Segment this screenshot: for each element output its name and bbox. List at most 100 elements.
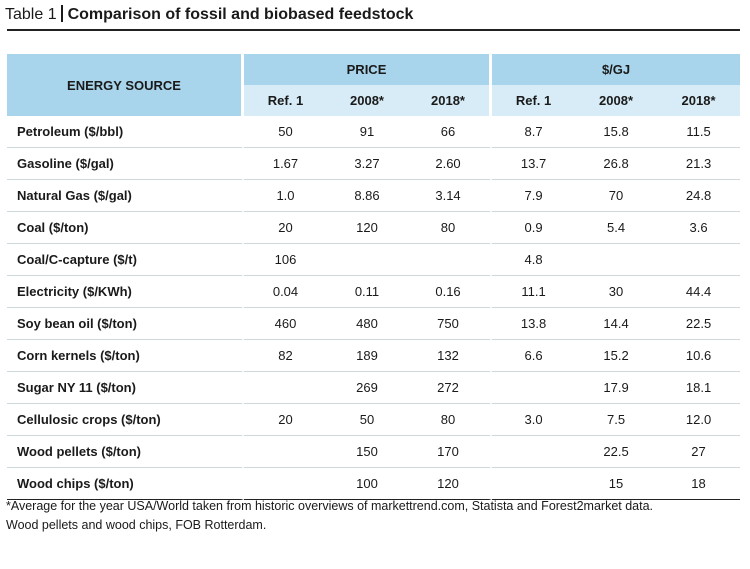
footnote-line-1: *Average for the year USA/World taken fr… xyxy=(6,499,654,513)
table-row: Wood chips ($/ton) 100 120 15 18 xyxy=(7,468,741,500)
table-cell: 8.86 xyxy=(327,180,407,212)
table-cell: 15 xyxy=(575,468,658,500)
table-cell: 66 xyxy=(407,116,493,148)
table-cell: 1.67 xyxy=(244,148,327,180)
table-cell: 22.5 xyxy=(657,308,741,340)
table-cell: 17.9 xyxy=(575,372,658,404)
table-cell xyxy=(492,436,576,468)
table-cell: 1.0 xyxy=(244,180,327,212)
table-row: Soy bean oil ($/ton) 460 480 750 13.8 14.4 22.… xyxy=(7,308,741,340)
table-cell: 0.16 xyxy=(407,276,493,308)
table-cell: 189 xyxy=(327,340,407,372)
table-cell: 80 xyxy=(407,212,493,244)
row-label: Wood chips ($/ton) xyxy=(7,468,244,500)
table-row: Sugar NY 11 ($/ton) 269 272 17.9 18.1 xyxy=(7,372,741,404)
header-energy-source: ENERGY SOURCE xyxy=(7,54,244,116)
table-cell xyxy=(492,468,576,500)
table-cell: 12.0 xyxy=(657,404,741,436)
table-cell: 44.4 xyxy=(657,276,741,308)
table-title-text: Comparison of fossil and biobased feedst… xyxy=(67,6,414,23)
table-cell: 18.1 xyxy=(657,372,741,404)
row-label: Petroleum ($/bbl) xyxy=(7,116,244,148)
table-cell: 82 xyxy=(244,340,327,372)
table-row: Coal ($/ton) 20 120 80 0.9 5.4 3.6 xyxy=(7,212,741,244)
row-label: Corn kernels ($/ton) xyxy=(7,340,244,372)
table-row: Electricity ($/KWh) 0.04 0.11 0.16 11.1 30 44.… xyxy=(7,276,741,308)
table-label: Table 1 xyxy=(5,6,57,23)
table-cell: 106 xyxy=(244,244,327,276)
subheader-gj-ref1: Ref. 1 xyxy=(492,85,576,116)
row-label: Cellulosic crops ($/ton) xyxy=(7,404,244,436)
table-cell: 22.5 xyxy=(575,436,658,468)
table-cell: 24.8 xyxy=(657,180,741,212)
row-label: Soy bean oil ($/ton) xyxy=(7,308,244,340)
table-cell: 18 xyxy=(657,468,741,500)
table-cell xyxy=(407,244,493,276)
table-cell xyxy=(575,244,658,276)
table-cell: 20 xyxy=(244,404,327,436)
subheader-price-2008: 2008* xyxy=(327,85,407,116)
table-cell xyxy=(244,468,327,500)
table-cell: 27 xyxy=(657,436,741,468)
table-row: Natural Gas ($/gal) 1.0 8.86 3.14 7.9 70 24.8 xyxy=(7,180,741,212)
table-cell: 7.5 xyxy=(575,404,658,436)
title-rule xyxy=(7,29,740,31)
table-cell: 150 xyxy=(327,436,407,468)
subheader-gj-2018: 2018* xyxy=(657,85,741,116)
title-divider xyxy=(60,5,63,22)
table-cell: 70 xyxy=(575,180,658,212)
row-label: Gasoline ($/gal) xyxy=(7,148,244,180)
table-cell: 13.7 xyxy=(492,148,576,180)
row-label: Wood pellets ($/ton) xyxy=(7,436,244,468)
table-cell: 15.8 xyxy=(575,116,658,148)
table-cell xyxy=(492,372,576,404)
table-row: Coal/C-capture ($/t) 106 4.8 xyxy=(7,244,741,276)
subheader-price-2018: 2018* xyxy=(407,85,493,116)
table-cell: 14.4 xyxy=(575,308,658,340)
table-cell: 0.11 xyxy=(327,276,407,308)
subheader-gj-2008: 2008* xyxy=(575,85,658,116)
table-cell: 8.7 xyxy=(492,116,576,148)
table-cell: 750 xyxy=(407,308,493,340)
table-cell: 20 xyxy=(244,212,327,244)
table-cell: 50 xyxy=(327,404,407,436)
header-per-gj: $/GJ xyxy=(492,54,741,85)
table-cell xyxy=(327,244,407,276)
table-cell: 6.6 xyxy=(492,340,576,372)
table-cell: 15.2 xyxy=(575,340,658,372)
table-cell: 3.14 xyxy=(407,180,493,212)
table-cell: 10.6 xyxy=(657,340,741,372)
table-row: Gasoline ($/gal) 1.67 3.27 2.60 13.7 26.8 21.3 xyxy=(7,148,741,180)
table-cell: 7.9 xyxy=(492,180,576,212)
table-row: Corn kernels ($/ton) 82 189 132 6.6 15.2 10.6 xyxy=(7,340,741,372)
table-cell: 50 xyxy=(244,116,327,148)
table-cell: 13.8 xyxy=(492,308,576,340)
table-body: Petroleum ($/bbl) 50 91 66 8.7 15.8 11.5 Gasoli… xyxy=(7,116,741,500)
row-label: Electricity ($/KWh) xyxy=(7,276,244,308)
table-cell: 132 xyxy=(407,340,493,372)
table-cell: 3.0 xyxy=(492,404,576,436)
table-cell: 272 xyxy=(407,372,493,404)
table-cell: 100 xyxy=(327,468,407,500)
table-row: Cellulosic crops ($/ton) 20 50 80 3.0 7.5 12.0 xyxy=(7,404,741,436)
table-cell: 80 xyxy=(407,404,493,436)
row-label: Coal ($/ton) xyxy=(7,212,244,244)
table-cell: 91 xyxy=(327,116,407,148)
row-label: Natural Gas ($/gal) xyxy=(7,180,244,212)
table-row: Wood pellets ($/ton) 150 170 22.5 27 xyxy=(7,436,741,468)
footnote: *Average for the year USA/World taken fr… xyxy=(6,497,750,535)
feedstock-table: ENERGY SOURCE PRICE $/GJ Ref. 1 2008* 20… xyxy=(7,54,741,500)
table-cell: 170 xyxy=(407,436,493,468)
table-cell: 11.1 xyxy=(492,276,576,308)
table-cell xyxy=(244,372,327,404)
subheader-price-ref1: Ref. 1 xyxy=(244,85,327,116)
table-cell: 460 xyxy=(244,308,327,340)
table-cell: 3.27 xyxy=(327,148,407,180)
table-cell: 0.9 xyxy=(492,212,576,244)
table-cell: 3.6 xyxy=(657,212,741,244)
table-cell: 0.04 xyxy=(244,276,327,308)
table-cell: 21.3 xyxy=(657,148,741,180)
table-cell: 2.60 xyxy=(407,148,493,180)
table-cell xyxy=(657,244,741,276)
header-price: PRICE xyxy=(244,54,493,85)
